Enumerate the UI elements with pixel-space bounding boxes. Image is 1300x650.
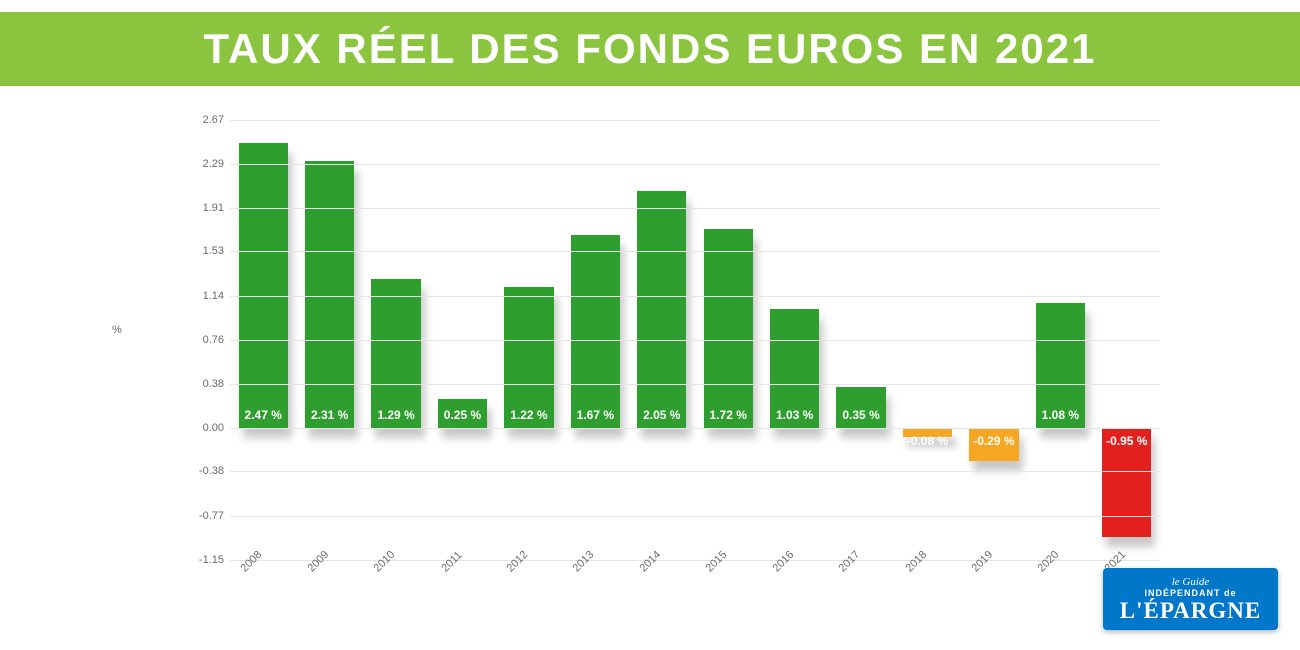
gridline [230,516,1160,517]
bar-value-label: 1.22 % [504,408,553,422]
brand-logo-line2: INDÉPENDANT de [1120,589,1261,598]
y-tick-label: 1.91 [182,202,224,214]
bar: 1.03 % [770,309,819,428]
bar: 2.31 % [305,161,354,427]
bar: -0.08 % [903,428,952,437]
bar: 1.22 % [504,287,553,428]
gridline [230,428,1160,429]
y-axis-label: % [112,324,122,336]
y-tick-label: -1.15 [182,554,224,566]
bar-value-label: 0.35 % [836,408,885,422]
plot-area: 2.47 % 2.31 % 1.29 % 0.25 % 1.22 % 1.67 % 2.05… [230,120,1160,560]
gridline [230,120,1160,121]
bar-value-label: 2.31 % [305,408,354,422]
y-tick-label: -0.77 [182,510,224,522]
bar-value-label: 1.67 % [571,408,620,422]
gridline [230,208,1160,209]
x-axis: 2008200920102011201220132014201520162017… [230,562,1160,622]
y-tick-label: 0.00 [182,422,224,434]
brand-logo-line3: L'ÉPARGNE [1120,599,1261,622]
y-tick-label: 1.53 [182,245,224,257]
y-tick-label: 0.76 [182,334,224,346]
bar-value-label: 2.47 % [239,408,288,422]
bar: -0.29 % [969,428,1018,461]
brand-logo-text: le Guide INDÉPENDANT de L'ÉPARGNE [1120,577,1261,622]
bar: 1.08 % [1036,303,1085,427]
gridline [230,471,1160,472]
y-tick-label: 0.38 [182,378,224,390]
chart: % 2.47 %2.31 %1.29 %0.25 %1.22 %1.67 %2.… [170,110,1170,610]
gridline [230,384,1160,385]
bar: 2.47 % [239,143,288,428]
bar-value-label: -0.08 % [903,434,952,448]
bar-value-label: 1.03 % [770,408,819,422]
page-root: { "header": { "title": "TAUX RÉEL DES FO… [0,0,1300,650]
header-bar: TAUX RÉEL DES FONDS EUROS EN 2021 [0,12,1300,86]
bar-value-label: 1.08 % [1036,408,1085,422]
gridline [230,296,1160,297]
bar-value-label: 2.05 % [637,408,686,422]
gridline [230,251,1160,252]
bar: 0.25 % [438,399,487,428]
bar-value-label: 1.29 % [371,408,420,422]
bar: 0.35 % [836,387,885,427]
brand-logo-line1: le Guide [1120,577,1261,588]
bar: -0.95 % [1102,428,1151,537]
y-tick-label: 2.29 [182,158,224,170]
gridline [230,340,1160,341]
bar-value-label: 0.25 % [438,408,487,422]
bar-value-label: -0.29 % [969,434,1018,448]
bar: 2.05 % [637,191,686,427]
y-tick-label: 2.67 [182,114,224,126]
y-tick-label: 1.14 [182,290,224,302]
bar-value-label: 1.72 % [704,408,753,422]
page-title: TAUX RÉEL DES FONDS EUROS EN 2021 [204,25,1097,73]
gridline [230,164,1160,165]
bar-value-label: -0.95 % [1102,434,1151,448]
gridline [230,560,1160,561]
brand-logo: le Guide INDÉPENDANT de L'ÉPARGNE [1103,568,1278,630]
bar: 1.67 % [571,235,620,427]
bar: 1.72 % [704,229,753,427]
y-tick-label: -0.38 [182,465,224,477]
bar: 1.29 % [371,279,420,428]
